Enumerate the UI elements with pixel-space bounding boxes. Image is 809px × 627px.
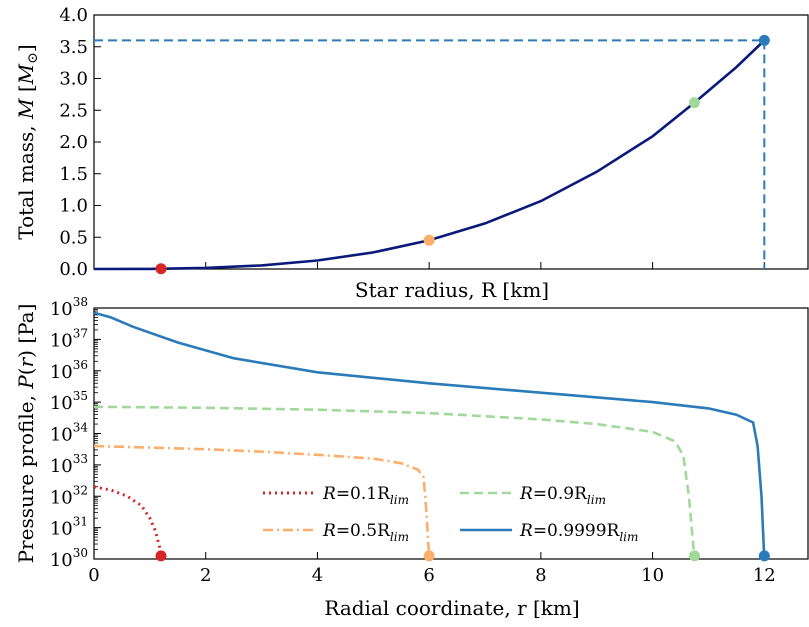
top-marker-point xyxy=(423,234,435,246)
bottom-marker-point xyxy=(155,550,167,562)
top-marker-point xyxy=(758,34,770,46)
mass-radius-plot: 0.0 0.5 1.0 1.5 2.0 2.5 3.0 3.5 4.0 Total mass, M… xyxy=(14,5,809,280)
bottom-x-tick-label: 2 xyxy=(200,565,211,586)
pressure-series-line xyxy=(94,311,766,559)
top-marker-point xyxy=(688,97,700,109)
pressure-profile-plot: 1030 1031 1032 1033 1034 1035 1036 1037 1038 0 2 4 6… xyxy=(14,295,809,586)
legend-label: R=0.9999Rlim xyxy=(519,521,638,544)
legend-label: R=0.1Rlim xyxy=(322,484,409,507)
bottom-x-tick-label: 8 xyxy=(535,565,546,586)
top-plot-frame xyxy=(93,14,809,270)
top-y-tick-label: 3.0 xyxy=(59,69,88,90)
top-marker-point xyxy=(155,263,167,275)
top-y-tick-label: 1.0 xyxy=(59,196,88,217)
mass-radius-curve xyxy=(93,39,766,271)
bottom-y-axis-label: Pressure profile, P(r) [Pa] xyxy=(14,304,38,564)
bottom-y-tick-label: 1033 xyxy=(50,452,88,477)
bottom-marker-point xyxy=(423,550,435,562)
top-y-tick-label: 2.0 xyxy=(59,132,88,153)
bottom-x-tick-label: 6 xyxy=(423,565,434,586)
bottom-marker-point xyxy=(688,550,700,562)
pressure-series-line xyxy=(94,444,431,559)
bottom-y-tick-label: 1030 xyxy=(50,546,88,571)
bottom-y-tick-label: 1038 xyxy=(50,295,88,320)
bottom-x-tick-label: 0 xyxy=(88,565,99,586)
bottom-marker-point xyxy=(758,550,770,562)
top-y-tick-label: 3.5 xyxy=(59,37,88,58)
bottom-y-tick-label: 1037 xyxy=(50,326,88,351)
top-y-tick-label: 4.0 xyxy=(59,5,88,26)
pressure-series-line xyxy=(94,405,696,559)
bottom-x-tick-label: 10 xyxy=(641,565,664,586)
top-y-tick-label: 2.5 xyxy=(59,100,88,121)
top-y-axis-label: Total mass, M [M⊙] xyxy=(14,44,41,239)
top-y-tick-label: 0.5 xyxy=(59,227,88,248)
bottom-y-tick-label: 1035 xyxy=(50,389,88,414)
bottom-y-tick-label: 1034 xyxy=(50,421,89,446)
top-x-axis-label: Star radius, R [km] xyxy=(355,278,549,302)
bottom-x-tick-label: 4 xyxy=(312,565,323,586)
bottom-x-tick-label: 12 xyxy=(753,565,776,586)
legend-label: R=0.5Rlim xyxy=(322,521,409,544)
top-y-tick-label: 1.5 xyxy=(59,164,88,185)
bottom-y-tick-label: 1031 xyxy=(50,515,88,540)
bottom-x-axis-label: Radial coordinate, r [km] xyxy=(324,596,579,620)
bottom-y-tick-label: 1036 xyxy=(50,358,88,383)
bottom-plot-frame xyxy=(93,307,809,560)
pressure-series-line xyxy=(94,485,163,559)
legend-label: R=0.9Rlim xyxy=(519,484,606,507)
bottom-y-tick-label: 1032 xyxy=(50,483,88,508)
top-y-tick-label: 0.0 xyxy=(59,259,88,280)
